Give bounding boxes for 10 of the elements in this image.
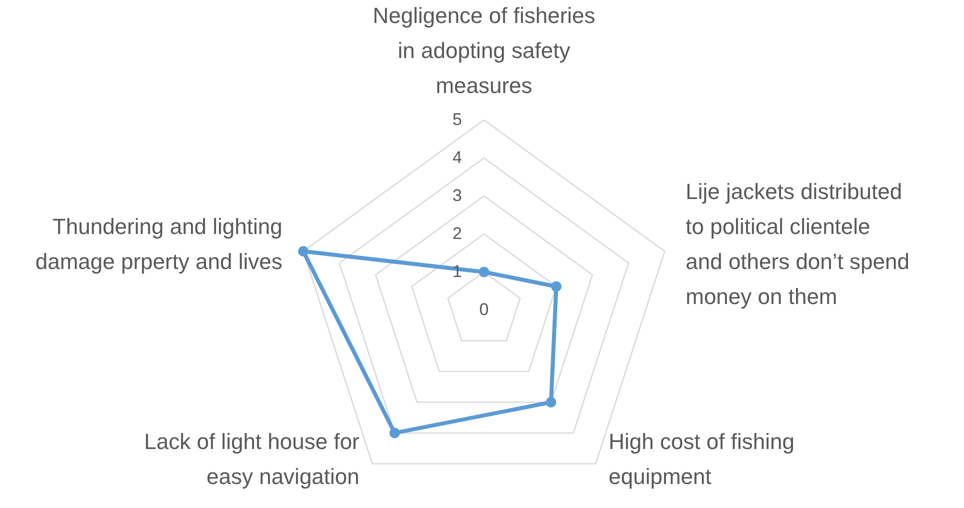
y-tick-label: 4 <box>452 148 462 167</box>
spoke-label: Thundering and lighting damage prperty and lives <box>35 214 282 274</box>
spoke-label: Negligence of fisheries in adopting safety measures <box>372 3 596 98</box>
y-tick-label: 3 <box>452 186 462 205</box>
spoke-label: Lack of light house for easy navigation <box>144 429 360 490</box>
spoke-label: High cost of fishing equipment <box>608 429 794 490</box>
y-tick-label: 0 <box>479 300 489 319</box>
y-tick-label: 2 <box>452 224 462 243</box>
y-tick-label: 5 <box>452 110 462 129</box>
spoke-label: Lije jackets distributed to political clientele and others don’t spend money on them <box>686 178 910 309</box>
